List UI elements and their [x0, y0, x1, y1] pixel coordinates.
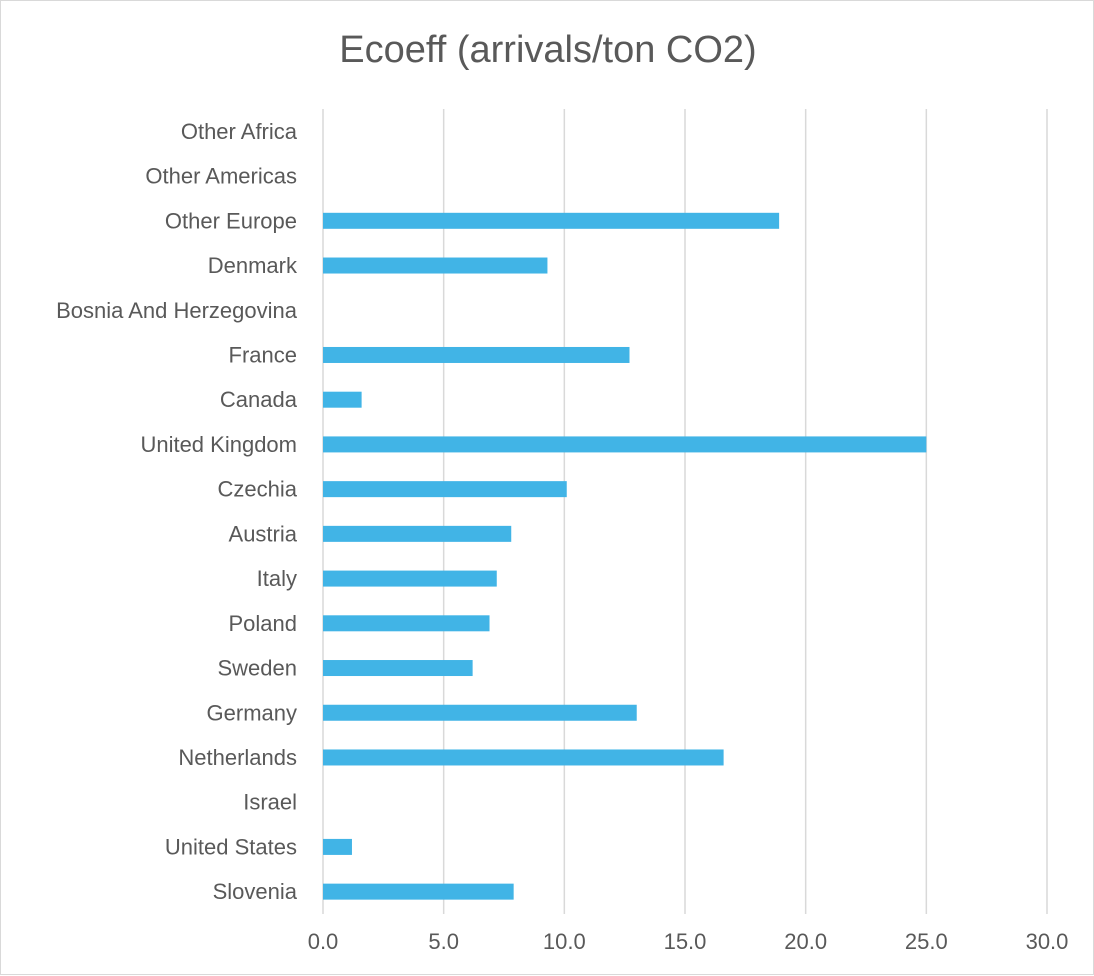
category-label: Other Americas	[145, 164, 297, 189]
category-label: United States	[165, 834, 297, 859]
category-label: Netherlands	[178, 745, 297, 770]
category-label: Italy	[257, 566, 297, 591]
category-label: Other Africa	[181, 119, 298, 144]
category-label: United Kingdom	[140, 432, 297, 457]
category-label: Sweden	[217, 656, 297, 681]
category-label: France	[229, 342, 297, 367]
bar	[323, 347, 629, 363]
x-tick-label: 15.0	[664, 929, 707, 954]
bar	[323, 436, 926, 452]
category-label: Denmark	[208, 253, 298, 278]
bar	[323, 660, 473, 676]
category-label: Poland	[228, 611, 297, 636]
bar	[323, 481, 567, 497]
bar	[323, 705, 637, 721]
category-label: Bosnia And Herzegovina	[56, 298, 298, 323]
bar	[323, 526, 511, 542]
bar	[323, 615, 490, 631]
x-tick-label: 0.0	[308, 929, 339, 954]
category-label: Austria	[229, 521, 298, 546]
category-label: Germany	[207, 700, 297, 725]
category-label: Canada	[220, 387, 298, 412]
category-label: Other Europe	[165, 208, 297, 233]
x-tick-label: 5.0	[428, 929, 459, 954]
bar	[323, 749, 724, 765]
bar	[323, 884, 514, 900]
category-label: Czechia	[218, 477, 298, 502]
bar	[323, 258, 547, 274]
bar	[323, 213, 779, 229]
category-label: Israel	[243, 790, 297, 815]
x-tick-label: 10.0	[543, 929, 586, 954]
x-tick-label: 20.0	[784, 929, 827, 954]
x-tick-label: 30.0	[1026, 929, 1069, 954]
x-tick-label: 25.0	[905, 929, 948, 954]
bar	[323, 571, 497, 587]
category-label: Slovenia	[213, 879, 298, 904]
bar	[323, 839, 352, 855]
bar	[323, 392, 362, 408]
